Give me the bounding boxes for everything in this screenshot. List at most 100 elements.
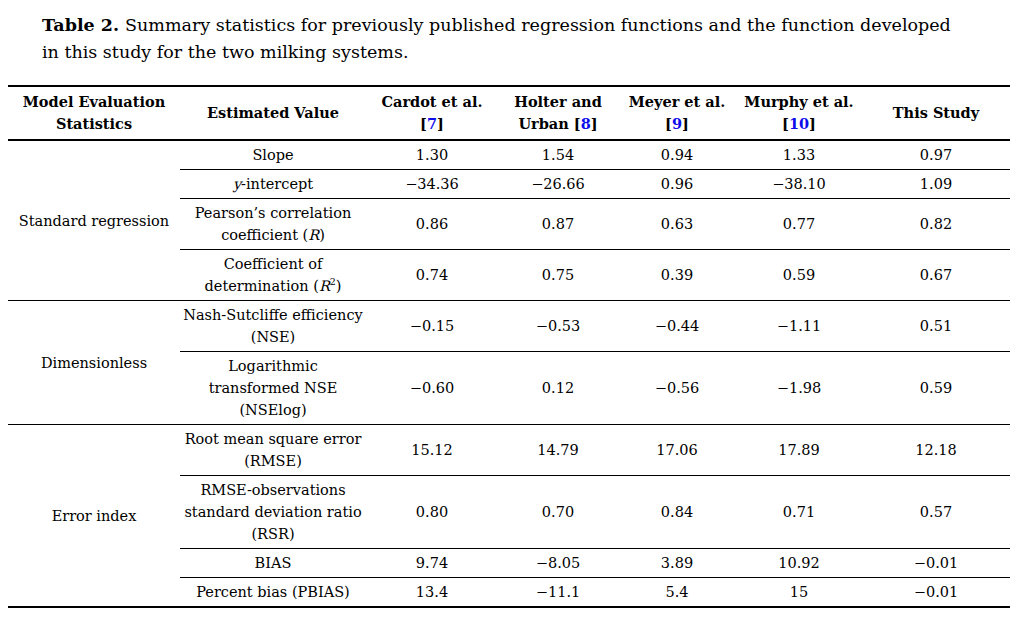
text-line: Root mean square error	[182, 428, 364, 450]
group-label-standard-regression: Standard regression	[8, 140, 180, 301]
value-cell-nse-holter-and-urban: −0.53	[498, 301, 618, 352]
math-variable: R	[319, 278, 330, 294]
col-header-estimated-value: Estimated Value	[180, 86, 366, 140]
text-line: (NSE)	[182, 326, 364, 348]
text-line: Nash-Sutcliffe efficiency	[182, 304, 364, 326]
value-cell-pbias-murphy-et-al: 15	[736, 578, 862, 608]
value-cell-bias-cardot-et-al: 9.74	[366, 549, 498, 578]
row-label-pearson-correlation-coefficient: Pearson’s correlationcoefficient (R)	[180, 199, 366, 250]
citation-ref-7[interactable]: 7	[427, 115, 437, 132]
math-variable: R	[308, 227, 319, 243]
value-cell-rmse-cardot-et-al: 15.12	[366, 425, 498, 476]
text-line: Urban [8]	[500, 113, 616, 135]
table-row-slope: Standard regressionSlope1.301.540.941.33…	[8, 140, 1010, 170]
citation-ref-8[interactable]: 8	[581, 115, 591, 132]
col-header-murphy-et-al: Murphy et al.[10]	[736, 86, 862, 140]
table-caption: Table 2.Summary statistics for previousl…	[42, 12, 988, 66]
text-line: Murphy et al.	[738, 91, 860, 113]
row-label-slope: Slope	[180, 140, 366, 170]
text-line: Statistics	[10, 113, 178, 135]
value-cell-rmse-murphy-et-al: 17.89	[736, 425, 862, 476]
value-cell-bias-this-study: −0.01	[862, 549, 1010, 578]
text-line: Percent bias (PBIAS)	[182, 581, 364, 603]
table-body: Standard regressionSlope1.301.540.941.33…	[8, 140, 1010, 607]
text-line: Logarithmic	[182, 355, 364, 377]
text-line: [9]	[620, 113, 734, 135]
value-cell-rmse-holter-and-urban: 14.79	[498, 425, 618, 476]
value-cell-pearson-correlation-coefficient-cardot-et-al: 0.86	[366, 199, 498, 250]
value-cell-nselog-holter-and-urban: 0.12	[498, 352, 618, 425]
text-line: RMSE-observations	[182, 479, 364, 501]
value-cell-pbias-this-study: −0.01	[862, 578, 1010, 608]
summary-statistics-table: Model EvaluationStatisticsEstimated Valu…	[8, 85, 1010, 608]
superscript: 2	[330, 276, 336, 287]
row-label-bias: BIAS	[180, 549, 366, 578]
group-label-error-index: Error index	[8, 425, 180, 608]
text-line: This Study	[864, 102, 1008, 124]
value-cell-rmse-meyer-et-al: 17.06	[618, 425, 736, 476]
value-cell-slope-cardot-et-al: 1.30	[366, 140, 498, 170]
value-cell-pearson-correlation-coefficient-meyer-et-al: 0.63	[618, 199, 736, 250]
col-header-model-evaluation-statistics: Model EvaluationStatistics	[8, 86, 180, 140]
row-label-rsr: RMSE-observationsstandard deviation rati…	[180, 476, 366, 549]
value-cell-coefficient-of-determination-cardot-et-al: 0.74	[366, 250, 498, 301]
value-cell-pbias-cardot-et-al: 13.4	[366, 578, 498, 608]
text-line: Holter and	[500, 91, 616, 113]
value-cell-bias-meyer-et-al: 3.89	[618, 549, 736, 578]
document-page: Table 2.Summary statistics for previousl…	[0, 12, 1022, 608]
value-cell-pearson-correlation-coefficient-this-study: 0.82	[862, 199, 1010, 250]
text-line: Pearson’s correlation	[182, 202, 364, 224]
col-header-cardot-et-al: Cardot et al.[7]	[366, 86, 498, 140]
value-cell-slope-holter-and-urban: 1.54	[498, 140, 618, 170]
col-header-this-study: This Study	[862, 86, 1010, 140]
text-line: Model Evaluation	[10, 91, 178, 113]
value-cell-y-intercept-holter-and-urban: −26.66	[498, 170, 618, 199]
value-cell-pbias-holter-and-urban: −11.1	[498, 578, 618, 608]
text-line: (RMSE)	[182, 450, 364, 472]
text-line: determination (R2)	[182, 275, 364, 297]
text-line: y-intercept	[182, 173, 364, 195]
value-cell-y-intercept-murphy-et-al: −38.10	[736, 170, 862, 199]
value-cell-nse-murphy-et-al: −1.11	[736, 301, 862, 352]
row-label-coefficient-of-determination: Coefficient ofdetermination (R2)	[180, 250, 366, 301]
value-cell-y-intercept-this-study: 1.09	[862, 170, 1010, 199]
value-cell-bias-holter-and-urban: −8.05	[498, 549, 618, 578]
row-label-y-intercept: y-intercept	[180, 170, 366, 199]
text-line: (NSElog)	[182, 399, 364, 421]
value-cell-pearson-correlation-coefficient-murphy-et-al: 0.77	[736, 199, 862, 250]
row-label-nse: Nash-Sutcliffe efficiency(NSE)	[180, 301, 366, 352]
value-cell-nselog-murphy-et-al: −1.98	[736, 352, 862, 425]
text-line: Coefficient of	[182, 253, 364, 275]
value-cell-nse-cardot-et-al: −0.15	[366, 301, 498, 352]
text-line: coefficient (R)	[182, 224, 364, 246]
table-row-rmse: Error indexRoot mean square error(RMSE)1…	[8, 425, 1010, 476]
citation-ref-10[interactable]: 10	[789, 115, 809, 132]
math-variable: y	[233, 176, 241, 192]
value-cell-coefficient-of-determination-holter-and-urban: 0.75	[498, 250, 618, 301]
value-cell-rsr-this-study: 0.57	[862, 476, 1010, 549]
caption-text-line2: in this study for the two milking system…	[42, 42, 408, 62]
value-cell-nselog-meyer-et-al: −0.56	[618, 352, 736, 425]
value-cell-coefficient-of-determination-meyer-et-al: 0.39	[618, 250, 736, 301]
value-cell-slope-meyer-et-al: 0.94	[618, 140, 736, 170]
value-cell-y-intercept-meyer-et-al: 0.96	[618, 170, 736, 199]
col-header-meyer-et-al: Meyer et al.[9]	[618, 86, 736, 140]
value-cell-pearson-correlation-coefficient-holter-and-urban: 0.87	[498, 199, 618, 250]
value-cell-rsr-cardot-et-al: 0.80	[366, 476, 498, 549]
value-cell-nselog-this-study: 0.59	[862, 352, 1010, 425]
value-cell-coefficient-of-determination-this-study: 0.67	[862, 250, 1010, 301]
text-line: transformed NSE	[182, 377, 364, 399]
value-cell-nse-meyer-et-al: −0.44	[618, 301, 736, 352]
citation-ref-9[interactable]: 9	[672, 115, 682, 132]
value-cell-bias-murphy-et-al: 10.92	[736, 549, 862, 578]
text-line: [7]	[368, 113, 496, 135]
value-cell-nse-this-study: 0.51	[862, 301, 1010, 352]
value-cell-rsr-holter-and-urban: 0.70	[498, 476, 618, 549]
text-line: standard deviation ratio	[182, 501, 364, 523]
value-cell-coefficient-of-determination-murphy-et-al: 0.59	[736, 250, 862, 301]
row-label-rmse: Root mean square error(RMSE)	[180, 425, 366, 476]
text-line: [10]	[738, 113, 860, 135]
text-line: (RSR)	[182, 523, 364, 545]
value-cell-nselog-cardot-et-al: −0.60	[366, 352, 498, 425]
value-cell-y-intercept-cardot-et-al: −34.36	[366, 170, 498, 199]
